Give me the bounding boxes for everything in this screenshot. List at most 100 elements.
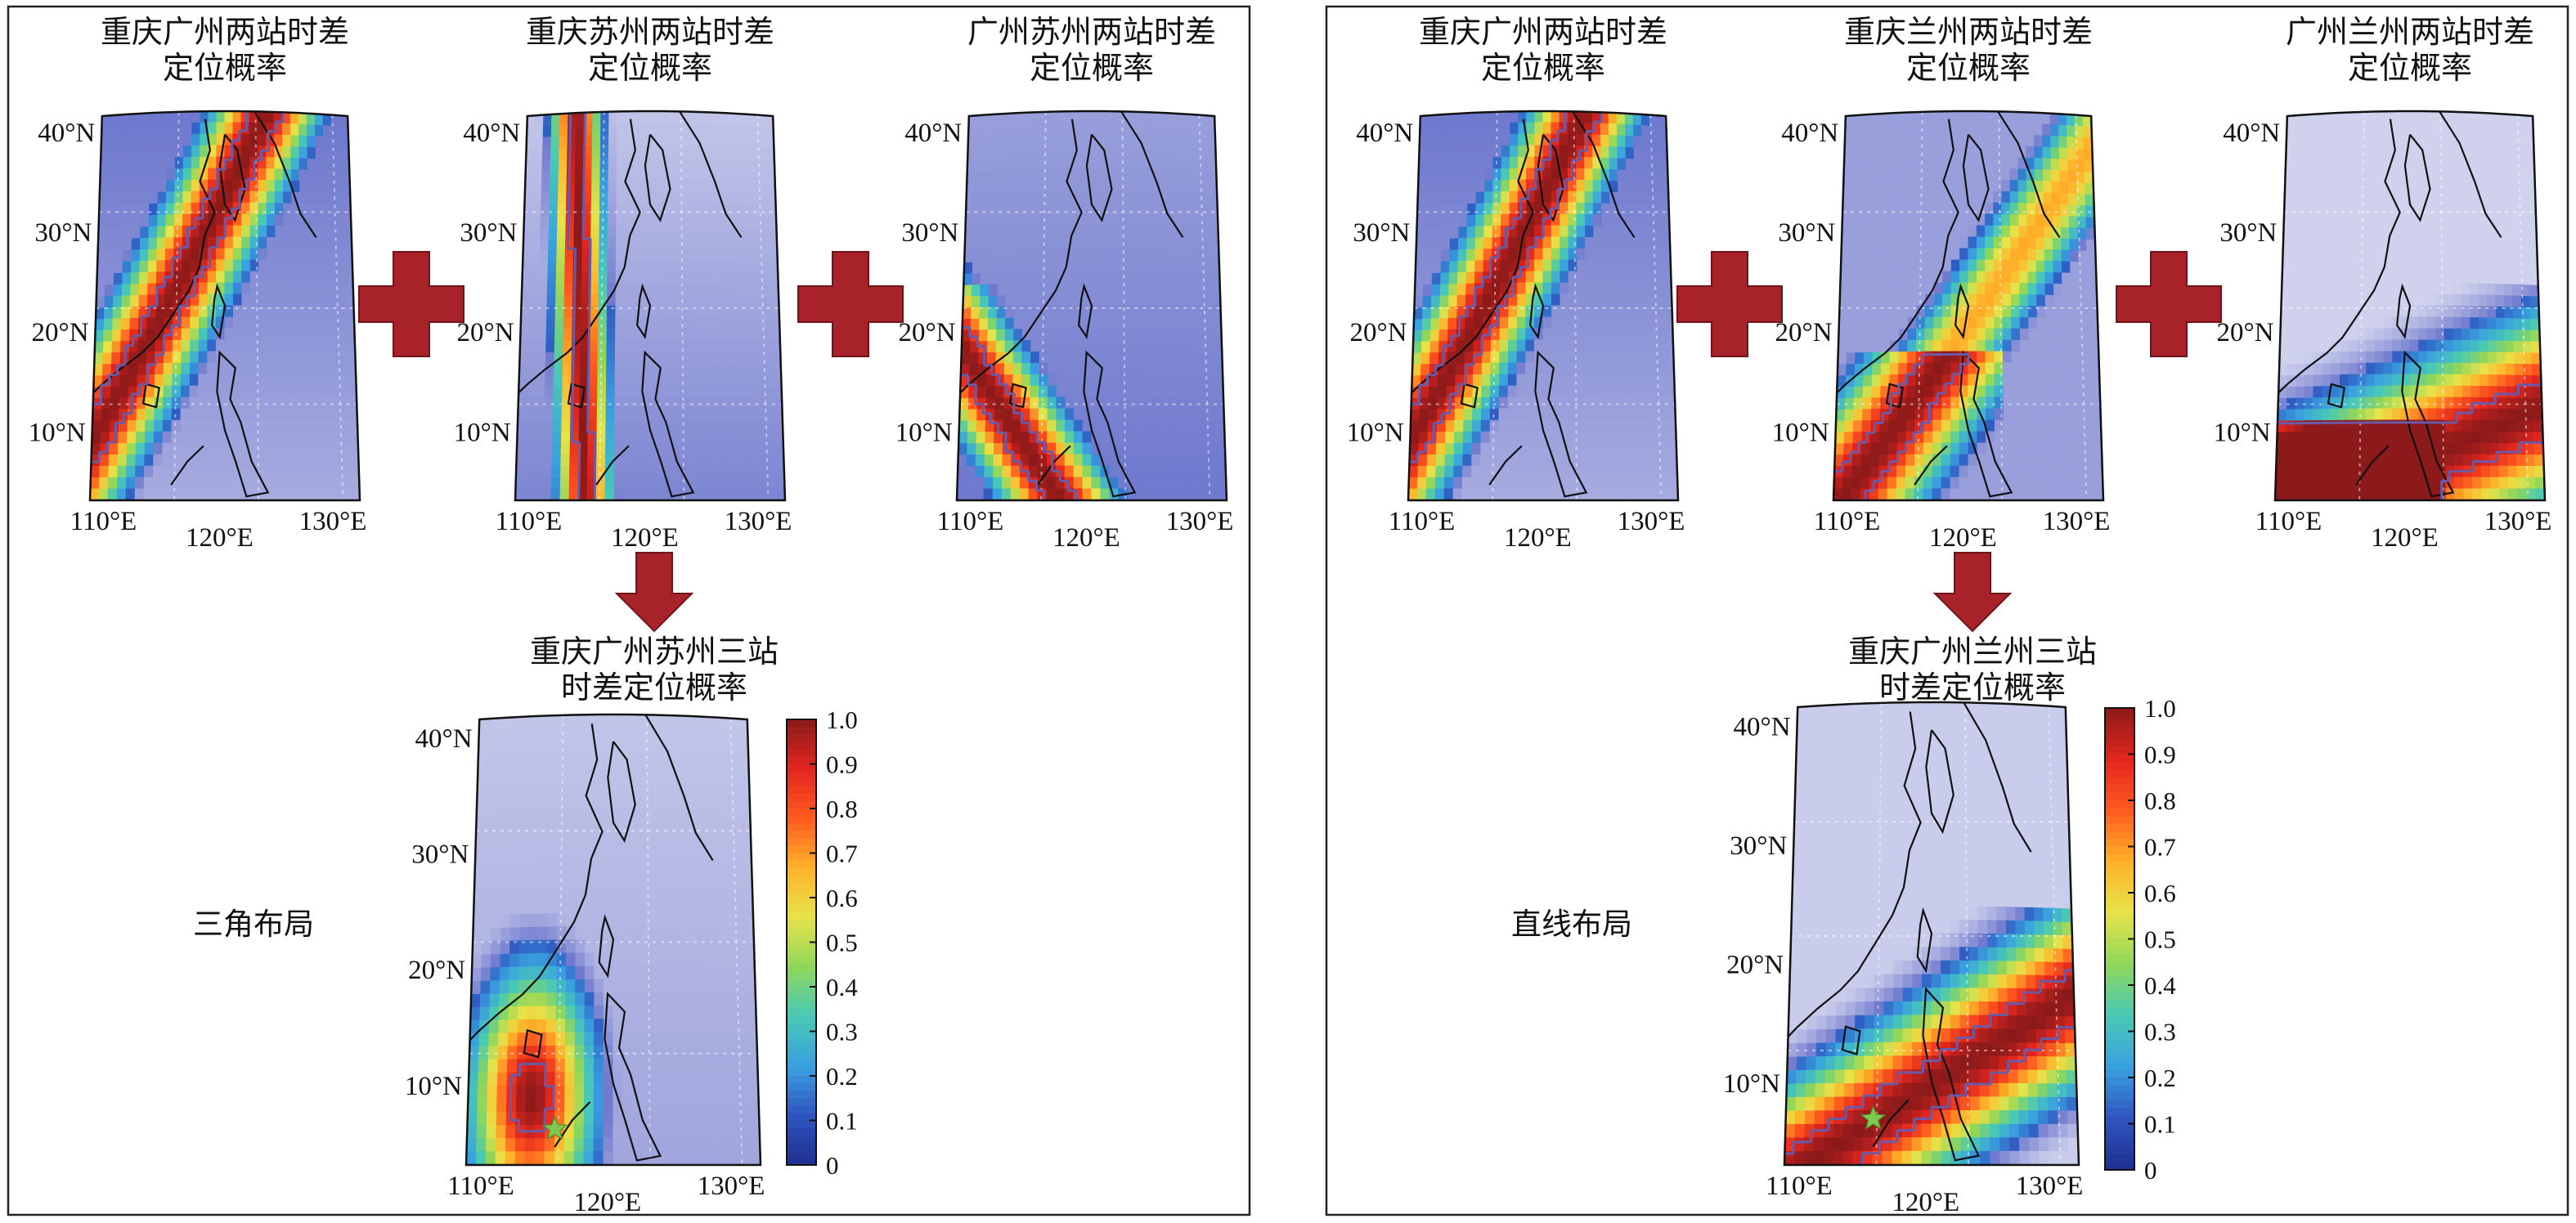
lat-tick-label: 10°N (1723, 1069, 1780, 1099)
probability-contour (566, 112, 597, 500)
colorbar-tick-label: 0.9 (826, 750, 858, 779)
lon-tick-label: 110°E (1814, 507, 1881, 536)
map-title-line: 定位概率 (2348, 52, 2472, 86)
coastline (2278, 111, 2502, 498)
down-arrow-icon (614, 552, 694, 633)
lon-tick-label: 130°E (2043, 507, 2111, 536)
map-title-line: 时差定位概率 (561, 671, 747, 706)
lon-tick-label: 110°E (2255, 507, 2322, 536)
lon-tick-label: 120°E (1052, 523, 1120, 553)
down-arrow-icon (1932, 552, 2013, 633)
map-title-line: 广州兰州两站时差 (2286, 16, 2534, 50)
lat-tick-label: 40°N (463, 119, 520, 148)
lat-tick-label: 20°N (1350, 318, 1407, 347)
colorbar-tick-label: 0.8 (2144, 786, 2176, 815)
lon-tick-label: 130°E (1166, 507, 1234, 536)
lat-tick-label: 40°N (2223, 119, 2280, 148)
probability-contour (509, 1062, 555, 1133)
colorbar-tick-label: 1.0 (826, 706, 858, 734)
map-title-line: 定位概率 (1481, 52, 1605, 86)
colorbar-tick-label: 0.7 (2144, 833, 2176, 862)
lon-tick-label: 130°E (1618, 507, 1685, 536)
layout-label: 三角布局 (193, 907, 314, 942)
lat-tick-label: 10°N (405, 1072, 462, 1101)
colorbar: 1.0 0.9 0.8 0.7 0.6 0.5 0.4 0.3 0.2 0.1 0 (2104, 694, 2176, 1185)
colorbar-tick-label: 0.9 (2144, 741, 2176, 769)
plus-icon (2116, 251, 2222, 357)
lon-tick-label: 120°E (186, 523, 254, 553)
map-title-line: 重庆兰州两站时差 (1844, 16, 2093, 50)
lat-tick-label: 10°N (1347, 418, 1404, 447)
map-title-line: 定位概率 (588, 52, 712, 86)
lon-tick-label: 130°E (725, 507, 792, 536)
lon-tick-label: 120°E (1504, 523, 1572, 553)
probability-contour (1834, 353, 1970, 500)
coastline (1787, 702, 2032, 1162)
lon-tick-label: 120°E (1929, 523, 1997, 553)
map-title-line: 重庆广州兰州三站 (1848, 635, 2097, 670)
colorbar-tick-label: 0.3 (826, 1018, 858, 1046)
lat-tick-label: 10°N (895, 418, 953, 447)
lon-tick-label: 120°E (1892, 1188, 1959, 1217)
map-title-line: 广州苏州两站时差 (967, 16, 1216, 50)
map-title-line: 重庆广州两站时差 (101, 16, 349, 50)
lon-tick-label: 130°E (698, 1171, 765, 1201)
layout-label: 直线布局 (1511, 907, 1632, 942)
colorbar-tick-label: 0.6 (2144, 879, 2176, 907)
probability-field (1408, 111, 1678, 500)
lat-tick-label: 10°N (454, 418, 511, 447)
plus-icon (1676, 251, 1783, 357)
lon-tick-label: 110°E (70, 507, 137, 536)
colorbar-tick-label: 0.5 (826, 929, 858, 957)
colorbar-tick-label: 0.3 (2144, 1018, 2176, 1046)
colorbar-tick-label: 0.6 (826, 884, 858, 912)
lat-tick-label: 10°N (1772, 418, 1829, 447)
lat-tick-label: 40°N (415, 724, 473, 754)
probability-contour (2277, 375, 2545, 500)
plus-icon (358, 251, 464, 357)
lat-tick-label: 40°N (1734, 712, 1791, 741)
colorbar-tick-label: 1.0 (2144, 694, 2176, 723)
lat-tick-label: 30°N (1778, 218, 1835, 248)
map-frame (1407, 110, 1680, 502)
map-frame (1783, 701, 2080, 1167)
map-frame (2273, 110, 2547, 502)
lat-tick-label: 20°N (899, 318, 956, 347)
colorbar-tick-label: 0.4 (826, 973, 858, 1001)
lon-tick-label: 110°E (937, 507, 1004, 536)
lon-tick-label: 130°E (299, 507, 367, 536)
lat-tick-label: 30°N (411, 840, 469, 870)
colorbar-tick-label: 0.1 (826, 1107, 858, 1136)
lat-tick-label: 20°N (457, 318, 514, 347)
lat-tick-label: 30°N (34, 218, 92, 248)
map-title-line: 重庆广州两站时差 (1419, 16, 1667, 50)
lat-tick-label: 10°N (29, 418, 86, 447)
map-title-line: 时差定位概率 (1879, 671, 2066, 706)
coastline (518, 111, 743, 498)
coastline (469, 715, 714, 1162)
lat-tick-label: 30°N (460, 218, 517, 248)
lat-tick-label: 40°N (1356, 119, 1413, 148)
probability-field (1833, 111, 2103, 500)
lat-tick-label: 20°N (408, 956, 465, 985)
coastline (92, 111, 317, 498)
map-frame (514, 110, 787, 502)
map-title-line: 重庆苏州两站时差 (526, 16, 774, 50)
colorbar-tick-label: 0.7 (826, 840, 858, 868)
map-title-line: 重庆广州苏州三站 (530, 635, 779, 670)
lat-tick-label: 40°N (38, 119, 95, 148)
colorbar-tick-label: 0.1 (2144, 1110, 2176, 1139)
colorbar: 1.0 0.9 0.8 0.7 0.6 0.5 0.4 0.3 0.2 0.1 0 (786, 706, 858, 1180)
lon-tick-label: 130°E (2016, 1171, 2084, 1201)
lat-tick-label: 30°N (1353, 218, 1410, 248)
colorbar-tick-label: 0.2 (2144, 1064, 2176, 1092)
colorbar-tick-label: 0.4 (2144, 971, 2176, 1000)
